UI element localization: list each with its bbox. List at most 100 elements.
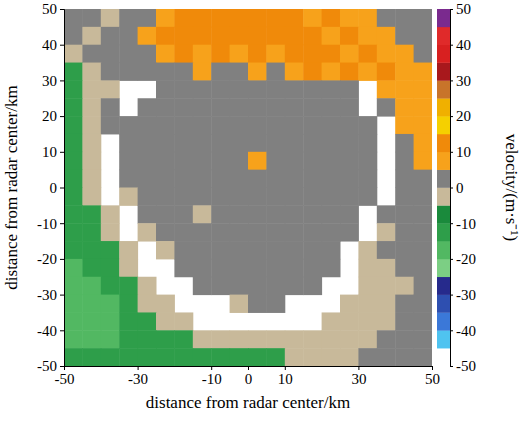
heat-cell <box>211 134 230 152</box>
heat-cell <box>303 241 322 259</box>
heat-cell <box>174 241 193 259</box>
heat-cell <box>193 45 212 63</box>
heat-cell <box>156 63 175 81</box>
heat-cell <box>156 241 175 259</box>
heat-cell <box>322 348 341 366</box>
heat-cell <box>266 330 285 348</box>
heat-cell <box>248 170 267 188</box>
heat-cell <box>101 259 120 277</box>
heat-cell <box>156 45 175 63</box>
heat-cell <box>174 170 193 188</box>
heat-cell <box>174 152 193 170</box>
heat-cell <box>193 188 212 206</box>
heat-cell <box>322 116 341 134</box>
heat-cell <box>230 205 249 223</box>
heat-cell <box>285 63 304 81</box>
heat-cell <box>82 295 101 313</box>
heat-cell <box>64 241 83 259</box>
heat-cell <box>303 152 322 170</box>
y-tick-mark <box>60 152 64 153</box>
heat-cell <box>119 277 138 295</box>
colorbar-bin <box>437 45 450 63</box>
colorbar-tick-mark <box>450 9 453 10</box>
heat-cell <box>156 134 175 152</box>
heat-cell <box>266 295 285 313</box>
heat-cell <box>193 259 212 277</box>
heat-cell <box>340 312 359 330</box>
y-tick: -10 <box>37 216 64 232</box>
heat-cell <box>211 259 230 277</box>
heat-cell <box>414 63 432 81</box>
heat-cell <box>64 98 83 116</box>
colorbar-bin <box>437 134 450 152</box>
colorbar-tick: 20 <box>450 108 471 124</box>
heat-cell <box>266 152 285 170</box>
heat-cell <box>377 205 396 223</box>
heat-cell <box>414 134 432 152</box>
heat-cell <box>119 188 138 206</box>
heat-cell <box>414 80 432 98</box>
heat-cell <box>358 312 377 330</box>
heat-cell <box>285 152 304 170</box>
y-tick: -40 <box>37 323 64 339</box>
colorbar-tick-label: 10 <box>456 144 471 160</box>
heat-cell <box>248 116 267 134</box>
heat-cell <box>193 63 212 81</box>
heat-cell <box>248 277 267 295</box>
heat-cell <box>322 259 341 277</box>
heat-cell <box>174 312 193 330</box>
colorbar-tick-mark <box>450 366 453 367</box>
heat-cell <box>303 348 322 366</box>
y-axis: -50-40-30-20-1001020304050 <box>37 1 65 374</box>
colorbar-bin <box>437 9 450 27</box>
x-tick: -10 <box>202 366 222 387</box>
heat-cell <box>101 63 120 81</box>
heat-cell <box>211 348 230 366</box>
heat-cell <box>358 259 377 277</box>
heat-cell <box>285 116 304 134</box>
heat-cell <box>414 116 432 134</box>
heat-cell <box>248 63 267 81</box>
heat-cell <box>138 330 157 348</box>
heat-cell <box>138 45 157 63</box>
heat-cell <box>266 9 285 27</box>
heat-cell <box>82 152 101 170</box>
heat-cell <box>138 63 157 81</box>
y-tick-label: -40 <box>37 323 57 339</box>
heat-cell <box>82 134 101 152</box>
heat-cell <box>230 45 249 63</box>
x-tick-mark <box>432 366 433 370</box>
heat-cell <box>101 27 120 45</box>
heat-cell <box>138 188 157 206</box>
heat-cell <box>230 9 249 27</box>
heat-cell <box>395 295 414 313</box>
heat-cell <box>230 116 249 134</box>
x-tick: 10 <box>278 366 293 387</box>
colorbar-tick-label: -10 <box>456 216 476 232</box>
heat-cell <box>266 134 285 152</box>
heat-cell <box>266 98 285 116</box>
heat-cell <box>358 330 377 348</box>
heat-cell <box>340 116 359 134</box>
colorbar-tick-label: -40 <box>456 323 476 339</box>
heat-cell <box>340 330 359 348</box>
heat-cell <box>322 312 341 330</box>
colorbar-tick-mark <box>450 116 453 117</box>
heat-cell <box>138 98 157 116</box>
colorbar-tick-label: 0 <box>456 180 464 196</box>
heat-cell <box>64 330 83 348</box>
y-tick-mark <box>60 295 64 296</box>
heat-cell <box>395 188 414 206</box>
colorbar-bin <box>437 152 450 170</box>
heat-cell <box>156 80 175 98</box>
y-tick-label: 10 <box>42 144 57 160</box>
heat-cell <box>64 205 83 223</box>
heat-cell <box>138 312 157 330</box>
heat-cell <box>322 223 341 241</box>
heat-cell <box>174 45 193 63</box>
heat-cell <box>358 170 377 188</box>
heat-cell <box>358 188 377 206</box>
heat-cell <box>340 170 359 188</box>
heat-cell <box>285 259 304 277</box>
heat-cell <box>174 134 193 152</box>
